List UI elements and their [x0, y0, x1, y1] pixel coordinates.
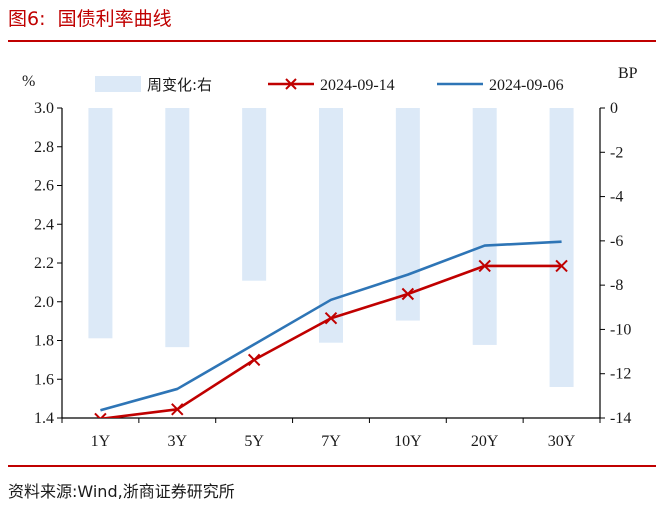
x-tick-label-30Y: 30Y: [548, 433, 576, 450]
right-tick-label: -10: [610, 321, 631, 338]
bar-5Y: [242, 108, 267, 281]
left-tick-label: 2.0: [34, 294, 54, 311]
right-tick-label: -6: [610, 233, 623, 250]
left-tick-label: 2.4: [34, 216, 54, 233]
right-tick-label: -4: [610, 189, 623, 206]
right-axis-unit: BP: [618, 65, 638, 82]
legend-label-bars: 周变化:右: [147, 76, 212, 94]
right-tick-label: 0: [610, 100, 618, 117]
left-tick-label: 2.8: [34, 139, 54, 156]
bar-10Y: [395, 108, 420, 321]
figure-title: 图6: 国债利率曲线: [8, 8, 172, 30]
right-tick-label: -8: [610, 277, 623, 294]
left-tick-label: 2.6: [34, 178, 54, 195]
left-tick-label: 2.2: [34, 255, 54, 272]
right-tick-label: -12: [610, 366, 631, 383]
right-tick-label: -14: [610, 410, 631, 427]
bar-3Y: [165, 108, 190, 348]
weekly-change-bars: [88, 108, 574, 387]
left-axis-unit: %: [22, 73, 35, 90]
left-tick-label: 1.6: [34, 371, 54, 388]
marker-2024-09-14-30Y: [555, 259, 568, 273]
x-tick-label-1Y: 1Y: [91, 433, 111, 450]
marker-2024-09-14-20Y: [478, 259, 491, 273]
source-rule: [8, 465, 656, 467]
marker-2024-09-14-3Y: [171, 403, 184, 416]
legend: 周变化:右 2024-09-14 2024-09-06: [95, 76, 564, 94]
left-tick-label: 1.4: [34, 410, 54, 427]
markers: [94, 259, 568, 418]
marker-2024-09-14-5Y: [247, 353, 261, 367]
x-tick-label-7Y: 7Y: [321, 433, 341, 450]
bar-1Y: [88, 108, 113, 339]
bar-20Y: [472, 108, 497, 345]
legend-marker-2024-09-14: [285, 78, 297, 90]
left-tick-label: 1.8: [34, 333, 54, 350]
legend-label-2024-09-06: 2024-09-06: [489, 77, 564, 94]
x-tick-label-20Y: 20Y: [471, 433, 499, 450]
title-rule: [8, 40, 656, 42]
marker-2024-09-14-7Y: [324, 312, 338, 325]
marker-2024-09-14-1Y: [94, 412, 107, 418]
axes: [57, 107, 605, 423]
tick-labels: 3.0 2.8 2.6 2.4 2.2 2.0 1.8 1.6 1.4 0 -2 -4 -6 -8 -10 -…: [22, 65, 638, 450]
bar-7Y: [319, 108, 343, 343]
source-note: 资料来源:Wind,浙商证券研究所: [8, 482, 235, 501]
left-tick-label: 3.0: [34, 100, 54, 117]
series-line-2024-09-06: [100, 240, 562, 412]
x-tick-label-10Y: 10Y: [394, 433, 422, 450]
marker-2024-09-14-10Y: [401, 287, 415, 301]
bar-30Y: [549, 108, 574, 387]
right-tick-label: -2: [610, 144, 623, 161]
x-tick-label-5Y: 5Y: [244, 433, 264, 450]
legend-label-2024-09-14: 2024-09-14: [320, 77, 395, 94]
x-tick-label-3Y: 3Y: [168, 433, 188, 450]
legend-swatch-bars: [95, 76, 141, 92]
